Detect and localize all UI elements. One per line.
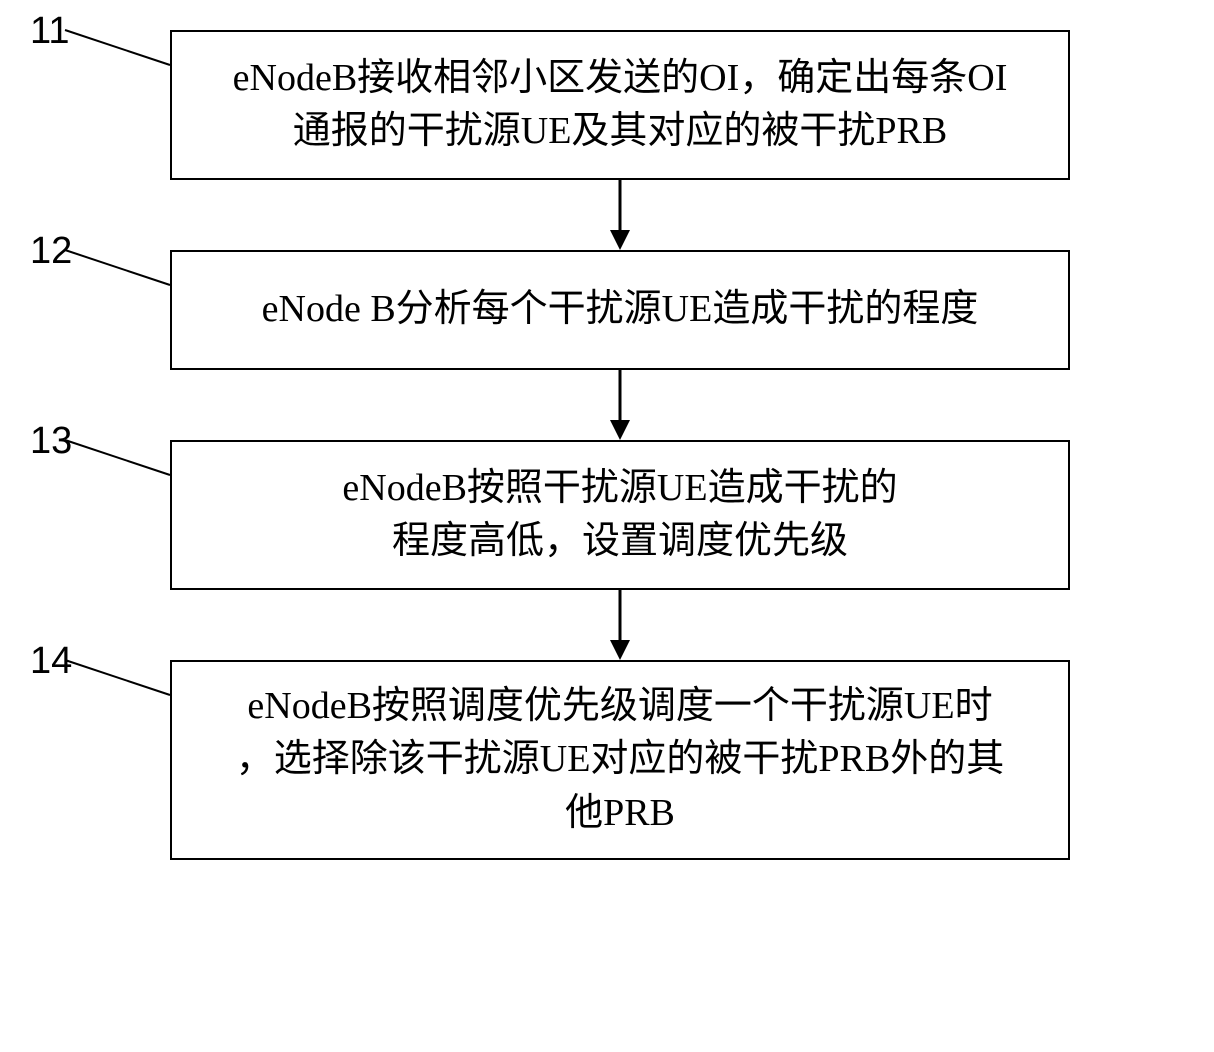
step-1: 11 eNodeB接收相邻小区发送的OI，确定出每条OI 通报的干扰源UE及其对… <box>80 30 1130 180</box>
flowchart-container: 11 eNodeB接收相邻小区发送的OI，确定出每条OI 通报的干扰源UE及其对… <box>80 30 1130 860</box>
leader-line-1 <box>65 30 185 90</box>
step-4-text: eNodeB按照调度优先级调度一个干扰源UE时 ，选择除该干扰源UE对应的被干扰… <box>236 680 1004 840</box>
step-2: 12 eNode B分析每个干扰源UE造成干扰的程度 <box>80 250 1130 370</box>
step-1-text: eNodeB接收相邻小区发送的OI，确定出每条OI 通报的干扰源UE及其对应的被… <box>233 52 1008 158</box>
arrow-1-svg <box>600 180 640 250</box>
leader-line-3 <box>65 440 185 500</box>
arrow-2-svg <box>600 370 640 440</box>
arrow-3 <box>170 590 1070 660</box>
leader-line-2 <box>65 250 185 310</box>
step-1-box: eNodeB接收相邻小区发送的OI，确定出每条OI 通报的干扰源UE及其对应的被… <box>170 30 1070 180</box>
leader-line-4 <box>65 660 185 720</box>
step-3-text: eNodeB按照干扰源UE造成干扰的 程度高低，设置调度优先级 <box>342 462 897 568</box>
step-4: 14 eNodeB按照调度优先级调度一个干扰源UE时 ，选择除该干扰源UE对应的… <box>80 660 1130 860</box>
step-4-box: eNodeB按照调度优先级调度一个干扰源UE时 ，选择除该干扰源UE对应的被干扰… <box>170 660 1070 860</box>
arrow-2 <box>170 370 1070 440</box>
step-2-text: eNode B分析每个干扰源UE造成干扰的程度 <box>262 283 979 336</box>
step-1-label: 11 <box>30 10 69 53</box>
step-3: 13 eNodeB按照干扰源UE造成干扰的 程度高低，设置调度优先级 <box>80 440 1130 590</box>
step-3-box: eNodeB按照干扰源UE造成干扰的 程度高低，设置调度优先级 <box>170 440 1070 590</box>
arrow-3-svg <box>600 590 640 660</box>
arrow-1 <box>170 180 1070 250</box>
step-2-box: eNode B分析每个干扰源UE造成干扰的程度 <box>170 250 1070 370</box>
